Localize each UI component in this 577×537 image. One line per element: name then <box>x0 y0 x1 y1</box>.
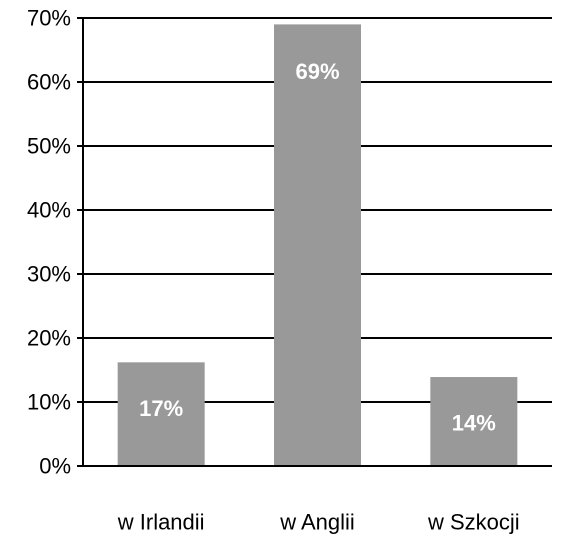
data-label: 69% <box>295 59 339 84</box>
axes <box>77 17 552 467</box>
y-tick-label: 0% <box>39 454 71 479</box>
data-label: 14% <box>452 411 496 436</box>
bar-1 <box>117 362 205 466</box>
data-label: 17% <box>139 396 183 421</box>
bars <box>117 24 518 467</box>
y-tick-label: 30% <box>27 262 71 287</box>
y-tick-label: 20% <box>27 326 71 351</box>
bar-3 <box>430 377 518 466</box>
y-tick-label: 70% <box>27 6 71 31</box>
category-label: w Szkocji <box>427 510 520 535</box>
y-tick-label: 40% <box>27 198 71 223</box>
y-tick-label: 50% <box>27 134 71 159</box>
y-tick-label: 10% <box>27 390 71 415</box>
labels: 0% 10% 20% 30% 40% 50% 60% 70% 17% w Irlandii 69% w… <box>27 6 520 535</box>
bar-2 <box>274 24 361 467</box>
category-label: w Irlandii <box>117 510 205 535</box>
category-label: w Anglii <box>279 510 355 535</box>
y-tick-label: 60% <box>27 70 71 95</box>
